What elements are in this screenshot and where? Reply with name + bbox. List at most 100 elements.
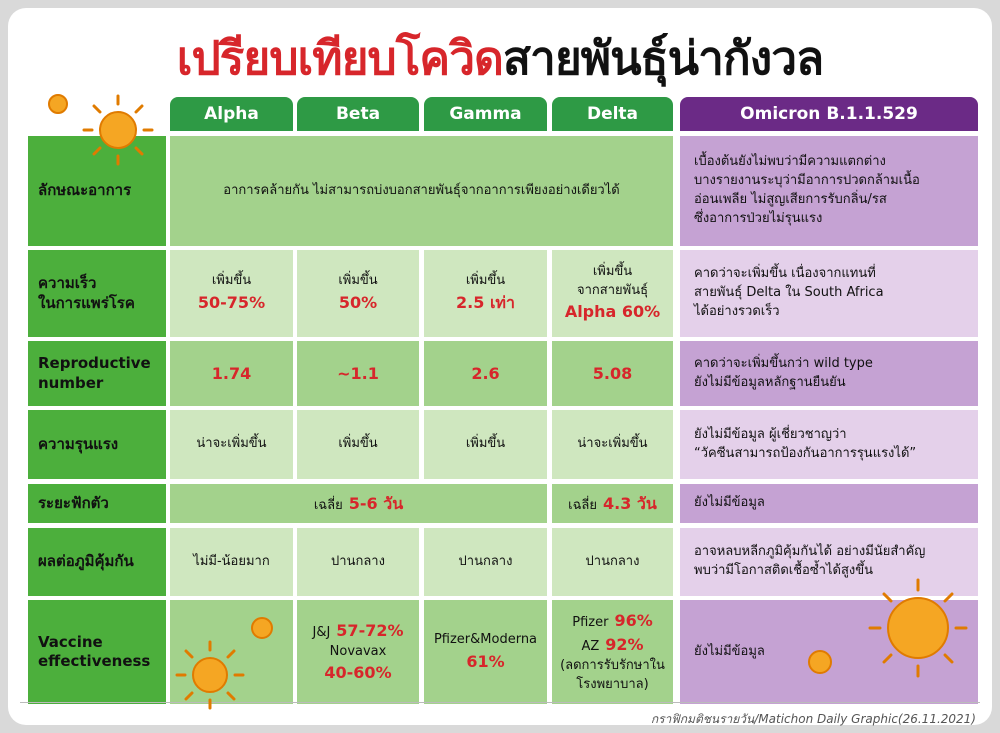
- title-red: เปรียบเทียบโควิด: [176, 31, 504, 85]
- cell: อาการคล้ายกัน ไม่สามารถบ่งบอกสายพันธุ์จา…: [170, 136, 673, 246]
- cell-line: อาจหลบหลีกภูมิคุ้มกันได้ อย่างมีนัยสำคัญ: [694, 543, 925, 562]
- cell-text: ปานกลาง: [331, 553, 385, 569]
- column-header: Gamma: [424, 97, 547, 131]
- cell-line: น่าจะเพิ่มขึ้น: [196, 435, 266, 454]
- cell: เพิ่มขึ้น 50-75%: [170, 250, 293, 337]
- cell-line: 50-75%: [198, 291, 265, 315]
- cell-text: จากสายพันธุ์: [576, 282, 649, 298]
- highlight-text: 5.08: [592, 363, 633, 383]
- cell-line: อาการคล้ายกัน ไม่สามารถบ่งบอกสายพันธุ์จา…: [223, 182, 619, 201]
- cell-line: 5.08: [593, 362, 632, 386]
- cell-line: ปานกลาง: [331, 553, 385, 572]
- cell-text: เฉลี่ย: [568, 497, 598, 513]
- cell: ~1.1: [297, 341, 419, 406]
- cell-line: ซึ่งอาการป่วยไม่รุนแรง: [694, 210, 822, 229]
- footer-rule: [20, 702, 980, 703]
- footer: กราฟิกมติชนรายวัน/Matichon Daily Graphic…: [650, 712, 976, 726]
- column-header: Alpha: [170, 97, 293, 131]
- row-label: Vaccine effectiveness: [28, 600, 166, 704]
- cell-line: เบื้องต้นยังไม่พบว่ามีความแตกต่าง: [694, 153, 886, 172]
- cell-line: “วัคซีนสามารถป้องกันอาการรุนแรงได้”: [694, 445, 916, 464]
- cell-text: Novavax: [329, 643, 387, 659]
- cell-text: ไม่มี-น้อยมาก: [193, 553, 270, 569]
- cell-line: คาดว่าจะเพิ่มขึ้น เนื่องจากแทนที่: [694, 265, 876, 284]
- cell-line: ยังไม่มีข้อมูลหลักฐานยืนยัน: [694, 374, 846, 393]
- cell-line: เพิ่มขึ้น: [212, 272, 251, 291]
- cell-line: อ่อนเพลีย ไม่สูญเสียการรับกลิ่น/รส: [694, 191, 887, 210]
- title-black: สายพันธุ์น่ากังวล: [502, 31, 824, 85]
- cell-text: เพิ่มขึ้น: [211, 273, 252, 289]
- row-label-line: ความเร็ว: [38, 274, 97, 292]
- cell-line: ยังไม่มีข้อมูล: [694, 643, 765, 662]
- row-label-line: number: [38, 373, 104, 392]
- row-label-line: Vaccine: [38, 632, 103, 651]
- cell-text: อาจหลบหลีกภูมิคุ้มกันได้ อย่างมีนัยสำคัญ: [694, 544, 926, 560]
- cell-line: ได้อย่างรวดเร็ว: [694, 303, 780, 322]
- cell-line: AZ 92%: [581, 633, 643, 657]
- cell-line: Alpha 60%: [565, 300, 660, 324]
- cell: เบื้องต้นยังไม่พบว่ามีความแตกต่าง บางรายง…: [680, 136, 978, 246]
- cell-text: โรงพยาบาล): [576, 676, 649, 692]
- row-label: Reproductive number: [28, 341, 166, 406]
- cell: ยังไม่มีข้อมูล: [680, 600, 978, 704]
- row-label-line: ผลต่อภูมิคุ้มกัน: [38, 552, 134, 571]
- cell: เพิ่มขึ้น 2.5 เท่า: [424, 250, 547, 337]
- cell-line: เพิ่มขึ้น: [466, 435, 505, 454]
- cell-text: ยังไม่มีข้อมูลหลักฐานยืนยัน: [694, 374, 846, 390]
- cell-line: เพิ่มขึ้น: [593, 263, 632, 282]
- highlight-text: ~1.1: [337, 363, 379, 383]
- highlight-text: 96%: [614, 611, 653, 631]
- cell-line: เพิ่มขึ้น: [466, 272, 505, 291]
- cell-line: บางรายงานระบุว่ามีอาการปวดกล้ามเนื้อ: [694, 172, 920, 191]
- cell-line: ปานกลาง: [459, 553, 513, 572]
- cell-text: พบว่ามีโอกาสติดเชื้อซ้ำได้สูงขึ้น: [694, 563, 874, 578]
- cell-text: เฉลี่ย: [313, 497, 343, 513]
- cell-line: Pfizer&Moderna: [434, 631, 537, 650]
- cell-text: น่าจะเพิ่มขึ้น: [196, 436, 267, 452]
- cell-text: น่าจะเพิ่มขึ้น: [577, 436, 648, 452]
- cell-line: 2.6: [471, 362, 499, 386]
- cell-line: น่าจะเพิ่มขึ้น: [577, 435, 647, 454]
- cell: 2.6: [424, 341, 547, 406]
- column-header: Omicron B.1.1.529: [680, 97, 978, 131]
- cell: เฉลี่ย 4.3 วัน: [552, 484, 673, 523]
- cell-text: คาดว่าจะเพิ่มขึ้นกว่า wild type: [694, 355, 873, 371]
- cell: อาจหลบหลีกภูมิคุ้มกันได้ อย่างมีนัยสำคัญ…: [680, 528, 978, 596]
- title: เปรียบเทียบโควิดสายพันธุ์น่ากังวล: [0, 22, 1000, 95]
- row-label: ระยะฟักตัว: [28, 484, 166, 523]
- cell: Pfizer 96% AZ 92% (ลดการรับรักษาใน โรงพยาบาล): [552, 600, 673, 704]
- cell-text: เพิ่มขึ้น: [338, 436, 378, 452]
- cell-line: 61%: [466, 650, 504, 674]
- cell-line: 1.74: [212, 362, 251, 386]
- cell-line: 2.5 เท่า: [456, 291, 515, 315]
- cell-text: เพิ่มขึ้น: [338, 273, 378, 289]
- highlight-text: 2.6: [471, 363, 500, 383]
- highlight-text: 5-6 วัน: [348, 493, 404, 513]
- row-label: ความเร็ว ในการแพร่โรค: [28, 250, 166, 337]
- cell-text: ปานกลาง: [458, 553, 513, 569]
- cell-text: สายพันธุ์ Delta ใน South Africa: [694, 285, 884, 301]
- cell-line: (ลดการรับรักษาใน: [560, 657, 665, 676]
- cell: คาดว่าจะเพิ่มขึ้น เนื่องจากแทนที่ สายพันธ…: [680, 250, 978, 337]
- cell-line: เฉลี่ย 4.3 วัน: [568, 492, 657, 516]
- cell-text: ปานกลาง: [585, 553, 640, 569]
- cell-text: Pfizer&Moderna: [433, 631, 538, 647]
- highlight-text: Alpha 60%: [564, 302, 661, 322]
- cell: [170, 600, 293, 704]
- cell-line: โรงพยาบาล): [576, 676, 648, 695]
- cell: ไม่มี-น้อยมาก: [170, 528, 293, 596]
- cell-line: ไม่มี-น้อยมาก: [193, 553, 269, 572]
- cell-text: อาการคล้ายกัน ไม่สามารถบ่งบอกสายพันธุ์จา…: [223, 182, 620, 198]
- cell-text: “วัคซีนสามารถป้องกันอาการรุนแรงได้”: [694, 445, 917, 461]
- highlight-text: 61%: [466, 651, 505, 671]
- cell-text: เพิ่มขึ้น: [592, 263, 633, 279]
- cell-line: เพิ่มขึ้น: [338, 272, 377, 291]
- cell-line: จากสายพันธุ์: [577, 282, 648, 301]
- cell: ปานกลาง: [297, 528, 419, 596]
- highlight-text: 92%: [605, 635, 644, 655]
- cell-text: ยังไม่มีข้อมูล: [694, 495, 765, 511]
- cell: ปานกลาง: [424, 528, 547, 596]
- cell-line: ยังไม่มีข้อมูล ผู้เชี่ยวชาญว่า: [694, 426, 847, 445]
- cell-text: อ่อนเพลีย ไม่สูญเสียการรับกลิ่น/รส: [694, 192, 887, 207]
